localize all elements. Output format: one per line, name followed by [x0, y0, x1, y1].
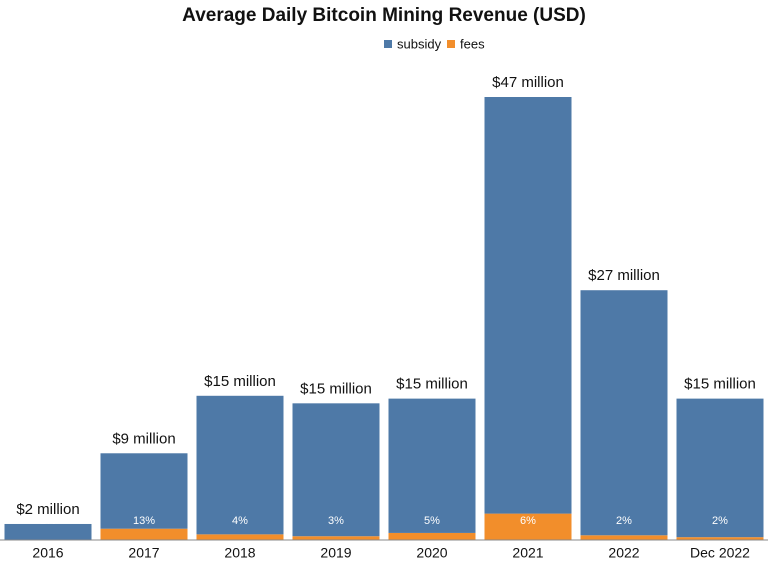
- bar-fees: [580, 535, 668, 540]
- total-label: $15 million: [396, 376, 468, 393]
- bar-fees: [196, 534, 284, 540]
- share-label: 2%: [616, 515, 632, 527]
- bar-fees: [676, 537, 764, 540]
- share-label: 13%: [133, 515, 155, 527]
- bar-fees: [484, 513, 572, 540]
- x-tick-label: 2020: [416, 545, 447, 561]
- total-label: $15 million: [204, 373, 276, 390]
- bar-fees: [388, 532, 476, 540]
- bar-subsidy: [196, 395, 284, 535]
- share-label: 5%: [424, 515, 440, 527]
- x-tick-label: 2019: [320, 545, 351, 561]
- bar-subsidy: [388, 398, 476, 533]
- x-tick-label: 2021: [512, 545, 543, 561]
- bar-subsidy: [484, 97, 572, 514]
- total-label: $47 million: [492, 74, 564, 91]
- legend-label: subsidy: [397, 36, 442, 51]
- bar-subsidy: [4, 523, 92, 540]
- x-tick-label: 2018: [224, 545, 255, 561]
- total-label: $2 million: [16, 501, 79, 518]
- legend-label: fees: [460, 36, 485, 51]
- x-tick-label: 2017: [128, 545, 159, 561]
- bar-subsidy: [292, 403, 380, 537]
- x-tick-label: 2016: [32, 545, 63, 561]
- total-label: $27 million: [588, 267, 660, 284]
- legend-swatch: [447, 40, 455, 48]
- bar-subsidy: [676, 398, 764, 538]
- share-label: 6%: [520, 515, 536, 527]
- bar-fees: [100, 528, 188, 540]
- legend-swatch: [384, 40, 392, 48]
- total-label: $15 million: [684, 376, 756, 393]
- share-label: 4%: [232, 515, 248, 527]
- x-tick-label: 2022: [608, 545, 639, 561]
- total-label: $9 million: [112, 430, 175, 447]
- x-tick-label: Dec 2022: [690, 545, 750, 561]
- bar-fees: [292, 536, 380, 540]
- share-label: 2%: [712, 515, 728, 527]
- chart-title: Average Daily Bitcoin Mining Revenue (US…: [182, 5, 586, 26]
- share-label: 2%: [40, 515, 56, 527]
- total-label: $15 million: [300, 380, 372, 397]
- bar-subsidy: [580, 290, 668, 536]
- share-label: 3%: [328, 515, 344, 527]
- bar-subsidy: [100, 453, 188, 529]
